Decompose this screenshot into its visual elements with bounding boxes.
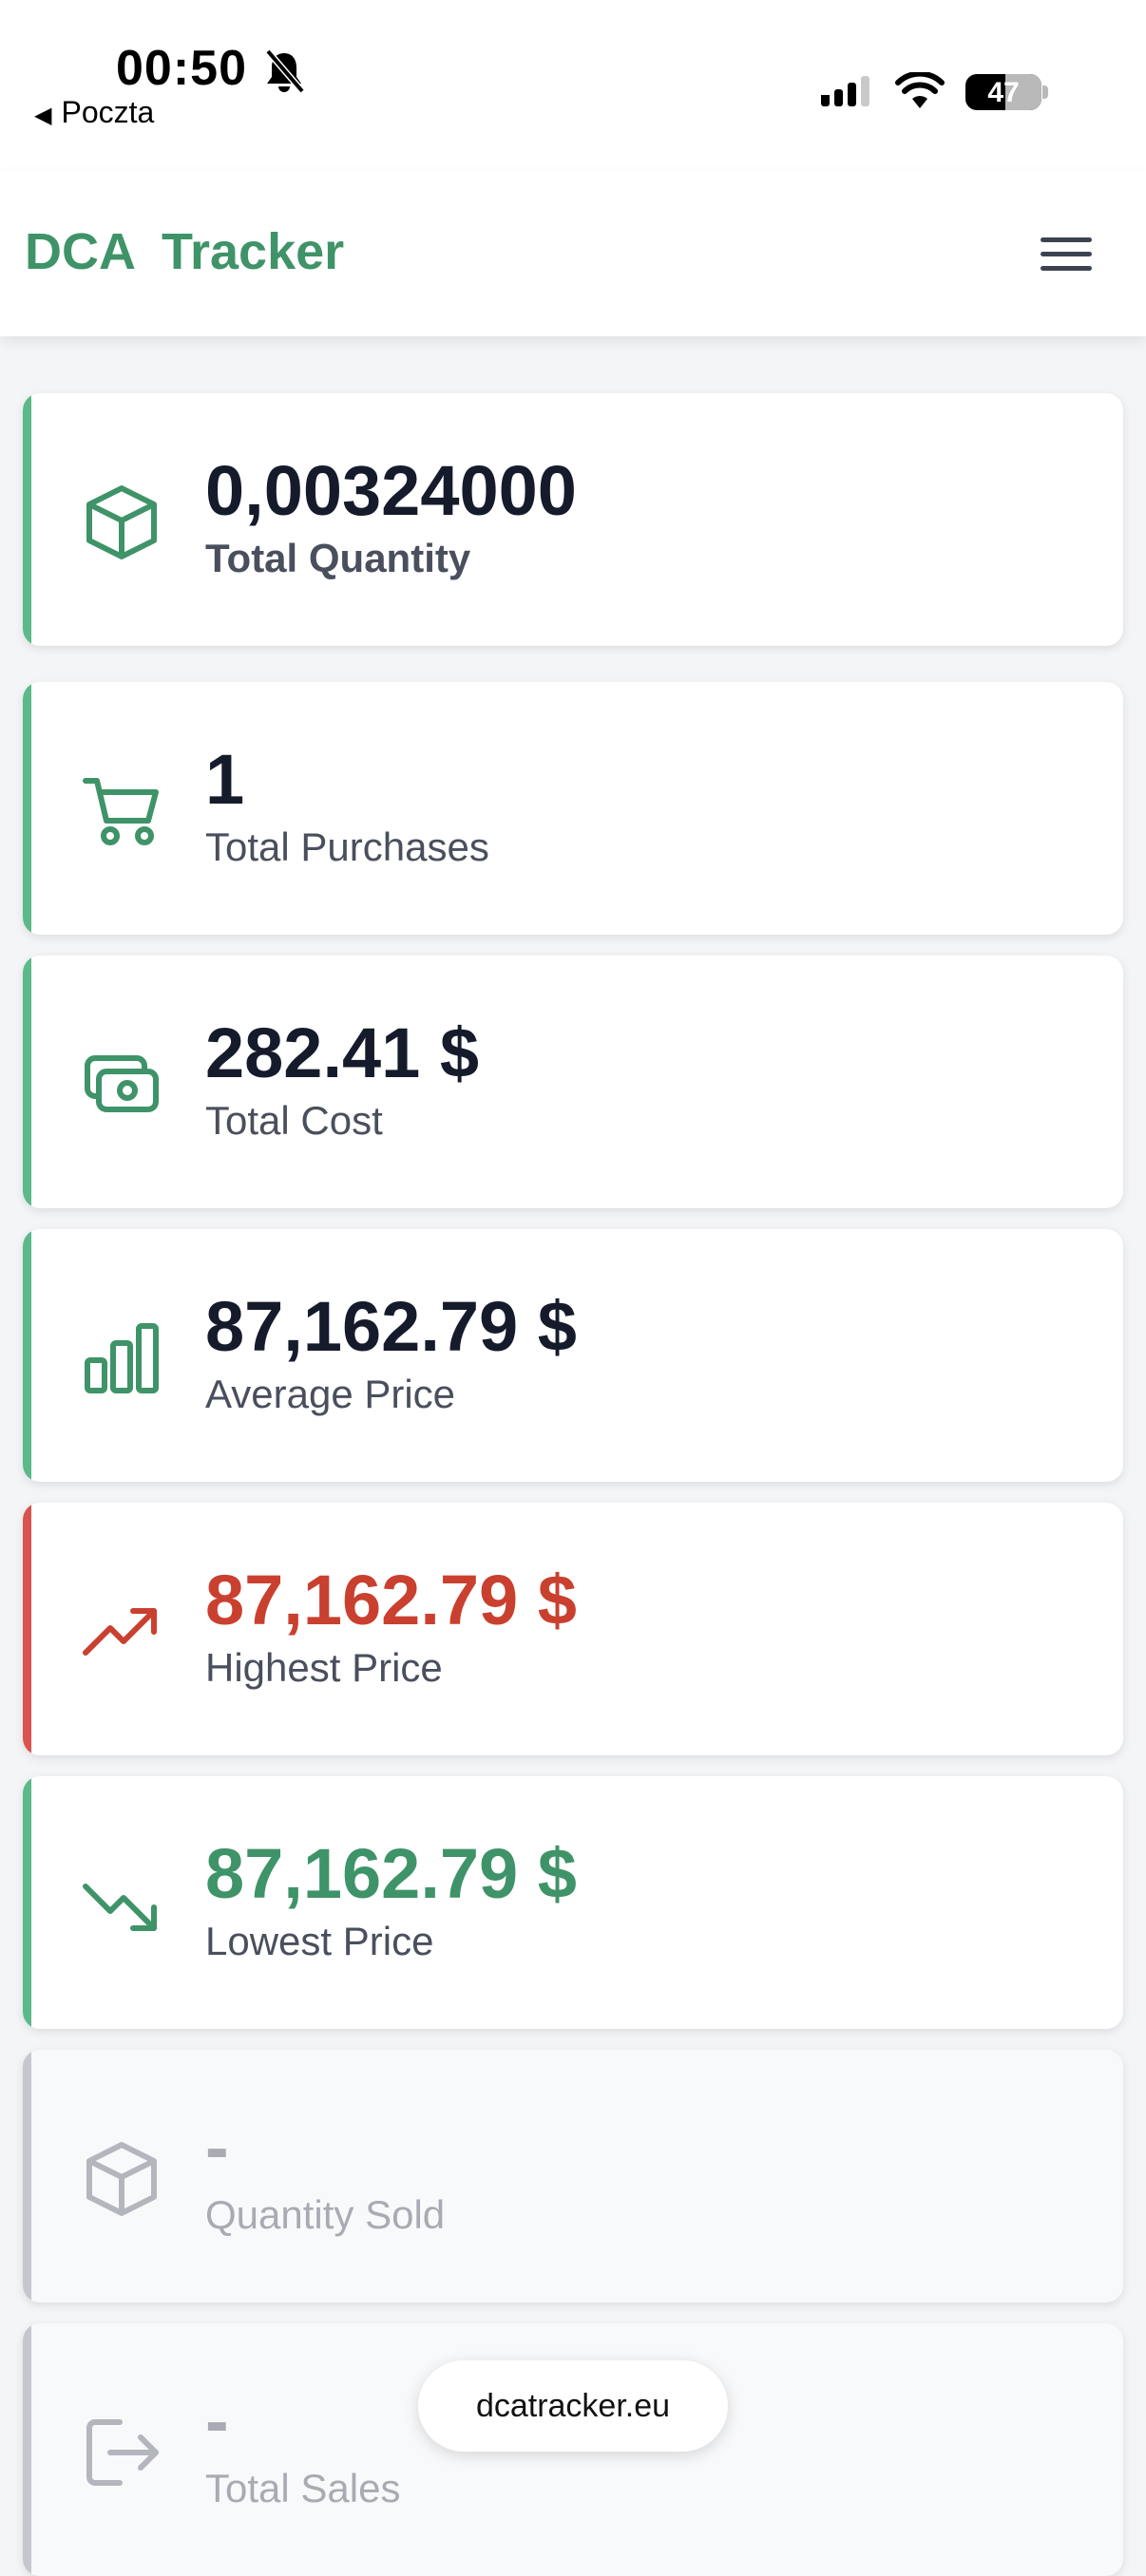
stat-label: Average Price	[205, 1372, 456, 1416]
stat-value: 0,00324000	[205, 451, 577, 530]
shopping-cart-icon	[83, 778, 159, 845]
trending-up-icon	[83, 1608, 157, 1656]
stat-card-total-purchases: 1 Total Purchases	[23, 682, 1123, 935]
stat-label: Highest Price	[205, 1645, 443, 1690]
stat-card-total-cost: 282.41 $ Total Cost	[23, 956, 1123, 1208]
stat-card-total-quantity: 0,00324000 Total Quantity	[23, 393, 1123, 646]
battery-icon: 47	[965, 74, 1041, 110]
stat-value: 87,162.79 $	[205, 1561, 577, 1639]
trending-down-icon	[83, 1884, 157, 1931]
stat-value: 282.41 $	[205, 1013, 480, 1092]
back-arrow-icon: ◀	[34, 103, 52, 128]
bar-chart-icon	[85, 1323, 159, 1393]
stat-label: Total Purchases	[205, 824, 489, 869]
stat-value: 87,162.79 $	[205, 1834, 577, 1913]
stat-card-quantity-sold: - Quantity Sold	[23, 2050, 1123, 2302]
browser-url-pill[interactable]: dcatracker.eu	[418, 2360, 728, 2452]
back-to-app-link[interactable]: ◀ Poczta	[34, 95, 154, 130]
stat-label: Quantity Sold	[205, 2192, 446, 2237]
stat-value: -	[205, 2108, 229, 2187]
stat-card-lowest-price: 87,162.79 $ Lowest Price	[23, 1776, 1123, 2029]
hamburger-menu-icon[interactable]	[1038, 232, 1095, 277]
stat-label: Total Cost	[205, 1098, 383, 1143]
app-header: DCA Tracker	[0, 171, 1146, 336]
stat-label: Lowest Price	[205, 1919, 434, 1963]
cash-icon	[85, 1055, 159, 1112]
battery-tip	[1042, 85, 1048, 99]
app-title[interactable]: DCA Tracker	[25, 223, 345, 280]
cellular-signal-icon	[821, 76, 869, 106]
stat-value: 87,162.79 $	[205, 1287, 577, 1366]
stat-label: Total Sales	[205, 2466, 401, 2510]
status-bar: 00:50 ◀ Poczta 47	[0, 0, 1146, 171]
stat-value: 1	[205, 740, 245, 819]
stat-value: -	[205, 2381, 229, 2460]
wifi-icon	[895, 72, 945, 108]
box-icon	[86, 2142, 157, 2216]
stat-card-average-price: 87,162.79 $ Average Price	[23, 1229, 1123, 1482]
logout-icon	[86, 2419, 159, 2486]
muted-bell-icon	[265, 48, 305, 94]
battery-level: 47	[987, 77, 1020, 108]
back-link-label: Poczta	[61, 95, 155, 129]
box-icon	[86, 485, 157, 559]
status-time: 00:50	[116, 41, 247, 96]
stat-label: Total Quantity	[205, 536, 471, 580]
stat-card-highest-price: 87,162.79 $ Highest Price	[23, 1503, 1123, 1755]
